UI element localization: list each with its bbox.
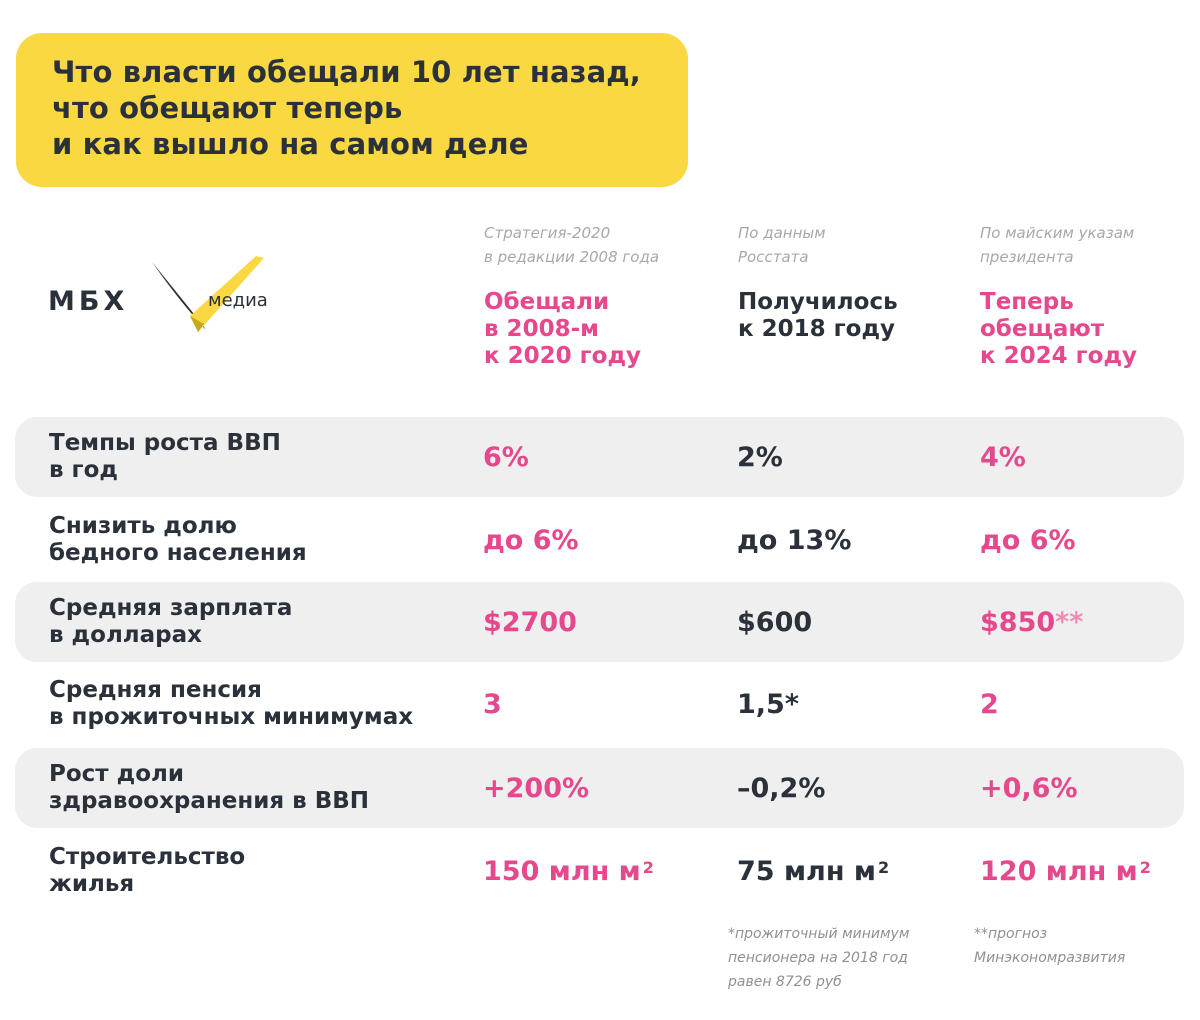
- table-row: Рост доли здравоохранения в ВВП +200% –0…: [15, 748, 1184, 828]
- value-result-2018: до 13%: [737, 524, 852, 556]
- logo-x-mark-icon: [152, 256, 264, 332]
- footnote-forecast: **прогноз Минэкономразвития: [974, 926, 1126, 966]
- value-promised-2024: $850 **: [980, 606, 1084, 638]
- row-label: Темпы роста ВВП в год: [49, 430, 281, 483]
- footnote-pension-minimum: *прожиточный минимум пенсионера на 2018 …: [728, 926, 910, 990]
- row-label: Строительство жилья: [49, 844, 246, 897]
- column-result-2018: По данным Росстата Получилось к 2018 год…: [738, 221, 898, 343]
- row-label: Средняя пенсия в прожиточных минимумах: [49, 677, 414, 730]
- table-row: Снизить долю бедного населения до 6% до …: [15, 500, 1184, 580]
- column-source: По данным Росстата: [738, 224, 826, 266]
- value-promised-2020: +200%: [483, 772, 590, 804]
- table-row: Средняя зарплата в долларах $2700 $600 $…: [15, 582, 1184, 662]
- column-source: Стратегия-2020 в редакции 2008 года: [484, 224, 660, 266]
- value-promised-2020: до 6%: [483, 524, 579, 556]
- value-result-2018: 2%: [737, 441, 783, 473]
- value-result-2018: 1,5 *: [737, 688, 799, 720]
- mbx-media-logo: МБХ медиа: [48, 254, 298, 340]
- table-row: Средняя пенсия в прожиточных минимумах 3…: [15, 664, 1184, 744]
- value-promised-2020: $2700: [483, 606, 577, 638]
- headline-banner: [16, 33, 688, 187]
- column-title: Обещали в 2008-м к 2020 году: [484, 289, 642, 369]
- logo-media-text: медиа: [208, 290, 268, 311]
- value-promised-2024: +0,6%: [980, 772, 1078, 804]
- footnote-mark: *: [784, 688, 799, 720]
- column-title: Теперь обещают к 2024 году: [980, 289, 1138, 369]
- row-label: Рост доли здравоохранения в ВВП: [49, 761, 370, 814]
- value-result-2018: $600: [737, 606, 813, 638]
- column-promised-2008: Стратегия-2020 в редакции 2008 года Обещ…: [484, 221, 659, 370]
- value-result-2018: –0,2%: [737, 772, 826, 804]
- row-label: Снизить долю бедного населения: [49, 513, 307, 566]
- value-promised-2024: до 6%: [980, 524, 1076, 556]
- headline-title: Что власти обещали 10 лет назад, что обе…: [52, 55, 641, 161]
- value-promised-2020: 6%: [483, 441, 529, 473]
- table-row: Темпы роста ВВП в год 6% 2% 4%: [15, 417, 1184, 497]
- value-promised-2024: 2: [980, 688, 999, 720]
- column-source: По майским указам президента: [980, 224, 1135, 266]
- footnote-mark: **: [1055, 606, 1084, 638]
- value-promised-2024: 4%: [980, 441, 1026, 473]
- logo-mbx-text: МБХ: [48, 286, 129, 317]
- value-promised-2020: 3: [483, 688, 502, 720]
- column-title: Получилось к 2018 году: [738, 289, 898, 342]
- column-promised-2024: По майским указам президента Теперь обещ…: [980, 221, 1137, 370]
- row-label: Средняя зарплата в долларах: [49, 595, 293, 648]
